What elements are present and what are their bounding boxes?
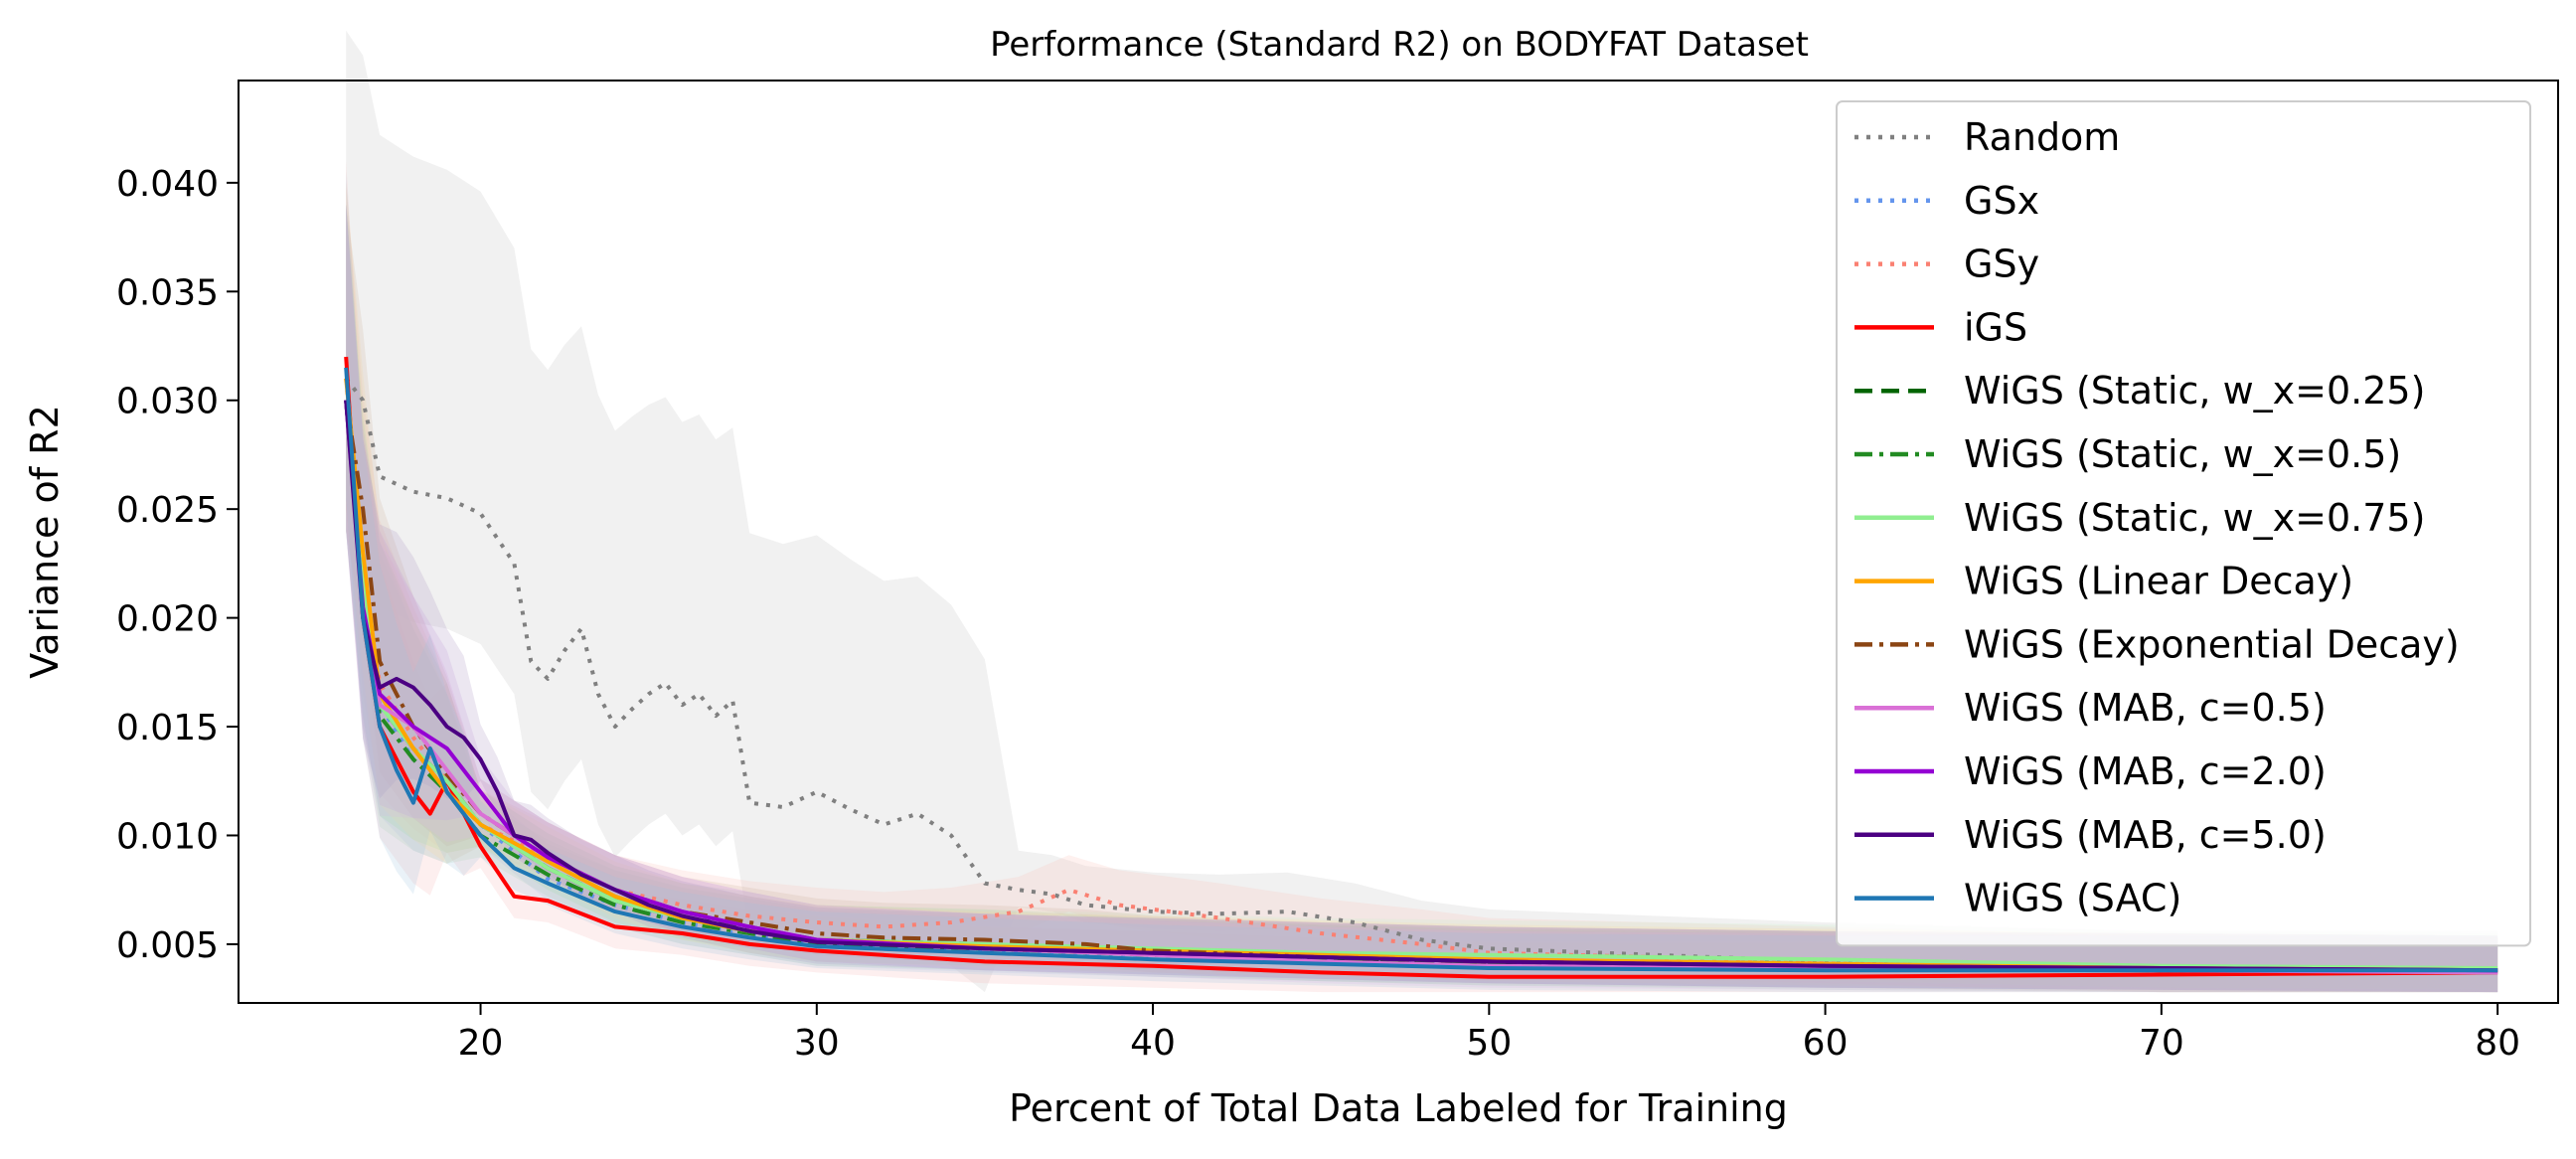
y-tick-label: 0.040 <box>116 164 219 205</box>
series-line-12 <box>344 367 2498 973</box>
y-tick-label: 0.035 <box>116 272 219 313</box>
y-tick-label: 0.030 <box>116 382 219 422</box>
x-tick-label: 60 <box>1803 1023 1849 1064</box>
x-tick-label: 80 <box>2475 1023 2520 1064</box>
legend-label: WiGS (MAB, c=2.0) <box>1964 749 2327 793</box>
x-axis-ticks: 20 30 40 50 60 70 80 <box>458 1003 2520 1064</box>
plot-area-frame <box>238 80 2559 1004</box>
legend-label: WiGS (Exponential Decay) <box>1964 622 2460 666</box>
series-line-0 <box>344 377 2498 973</box>
y-tick-label: 0.020 <box>116 599 219 640</box>
band-12 <box>346 171 2498 993</box>
series-line-2 <box>344 378 2498 975</box>
legend-label: GSy <box>1964 243 2039 286</box>
legend-label: Random <box>1964 115 2120 159</box>
confidence-bands <box>346 30 2498 993</box>
y-tick-label: 0.005 <box>116 925 219 966</box>
series-line-5 <box>344 400 2498 973</box>
legend-label: iGS <box>1964 305 2027 349</box>
series-lines <box>344 356 2498 979</box>
y-tick-label: 0.025 <box>116 490 219 531</box>
x-tick-label: 40 <box>1130 1023 1176 1064</box>
chart-title: Performance (Standard R2) on BODYFAT Dat… <box>990 25 1809 65</box>
x-tick-label: 30 <box>794 1023 840 1064</box>
y-tick-label: 0.010 <box>116 816 219 857</box>
legend: Random GSx GSy iGS WiGS (Static, w_x=0.25) Wi… <box>1836 100 2531 947</box>
legend-label: WiGS (MAB, c=5.0) <box>1964 813 2327 857</box>
band-3 <box>346 161 2498 993</box>
band-0 <box>346 30 2498 993</box>
legend-label: WiGS (Linear Decay) <box>1964 560 2353 603</box>
y-axis-ticks: 0.005 0.010 0.015 0.020 0.025 0.030 0.035 0.040 <box>116 164 239 966</box>
legend-box <box>1836 100 2531 947</box>
x-tick-label: 50 <box>1466 1023 1512 1064</box>
legend-label: WiGS (SAC) <box>1964 877 2181 920</box>
legend-label: WiGS (Static, w_x=0.5) <box>1964 432 2401 476</box>
x-tick-label: 20 <box>458 1023 504 1064</box>
series-line-3 <box>344 356 2498 979</box>
x-tick-label: 70 <box>2139 1023 2184 1064</box>
y-axis-label: Variance of R2 <box>23 405 67 679</box>
x-axis-label: Percent of Total Data Labeled for Traini… <box>1009 1086 1788 1130</box>
y-tick-label: 0.015 <box>116 708 219 748</box>
legend-label: WiGS (MAB, c=0.5) <box>1964 686 2327 730</box>
legend-label: WiGS (Static, w_x=0.25) <box>1964 369 2425 413</box>
legend-label: GSx <box>1964 179 2039 223</box>
legend-label: WiGS (Static, w_x=0.75) <box>1964 496 2425 540</box>
series-line-11 <box>344 400 2498 973</box>
